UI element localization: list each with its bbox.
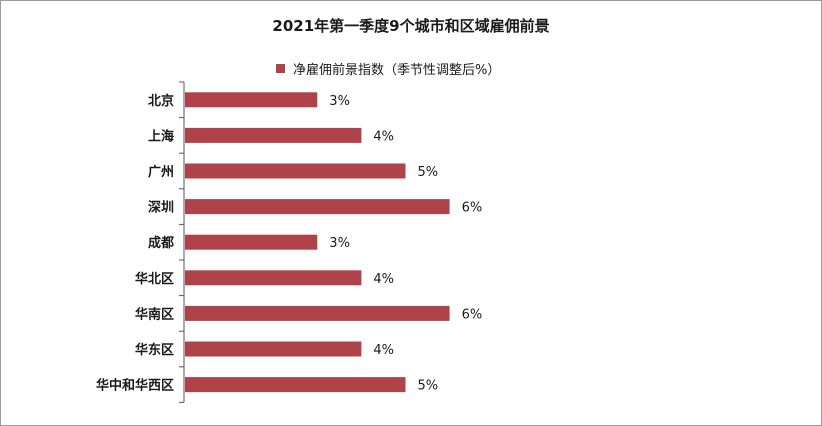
bar (185, 270, 362, 286)
category-label: 北京 (148, 93, 174, 109)
category-label: 成都 (148, 235, 174, 251)
chart-title: 2021年第一季度9个城市和区域雇佣前景 (272, 17, 550, 35)
category-label: 华北区 (135, 271, 174, 287)
category-label: 广州 (148, 164, 174, 180)
value-label: 4% (373, 129, 394, 144)
category-label: 深圳 (148, 200, 174, 216)
bar (185, 163, 406, 179)
legend-label: 净雇佣前景指数（季节性调整后%） (293, 62, 501, 78)
category-label: 华南区 (135, 306, 174, 322)
value-label: 5% (418, 379, 439, 394)
bar (185, 234, 318, 250)
category-label: 华东区 (135, 342, 174, 358)
category-label: 上海 (148, 128, 174, 144)
value-labels: 3% 4% 5% 6% 3% 4% 6% 4% 5% (329, 94, 482, 394)
legend: 净雇佣前景指数（季节性调整后%） (276, 59, 501, 78)
category-label: 华中和华西区 (96, 378, 174, 394)
bar (185, 305, 450, 321)
bar (185, 92, 318, 108)
value-label: 6% (462, 201, 483, 216)
value-label: 4% (373, 272, 394, 287)
value-label: 5% (418, 165, 439, 180)
bars (185, 92, 450, 393)
value-label: 3% (329, 236, 350, 251)
value-label: 4% (373, 343, 394, 358)
bar (185, 127, 362, 143)
category-axis (179, 81, 185, 403)
bar (185, 377, 406, 393)
bar (185, 341, 362, 357)
value-label: 6% (462, 307, 483, 322)
legend-swatch (276, 63, 285, 73)
bar (185, 199, 450, 215)
value-label: 3% (329, 94, 350, 109)
